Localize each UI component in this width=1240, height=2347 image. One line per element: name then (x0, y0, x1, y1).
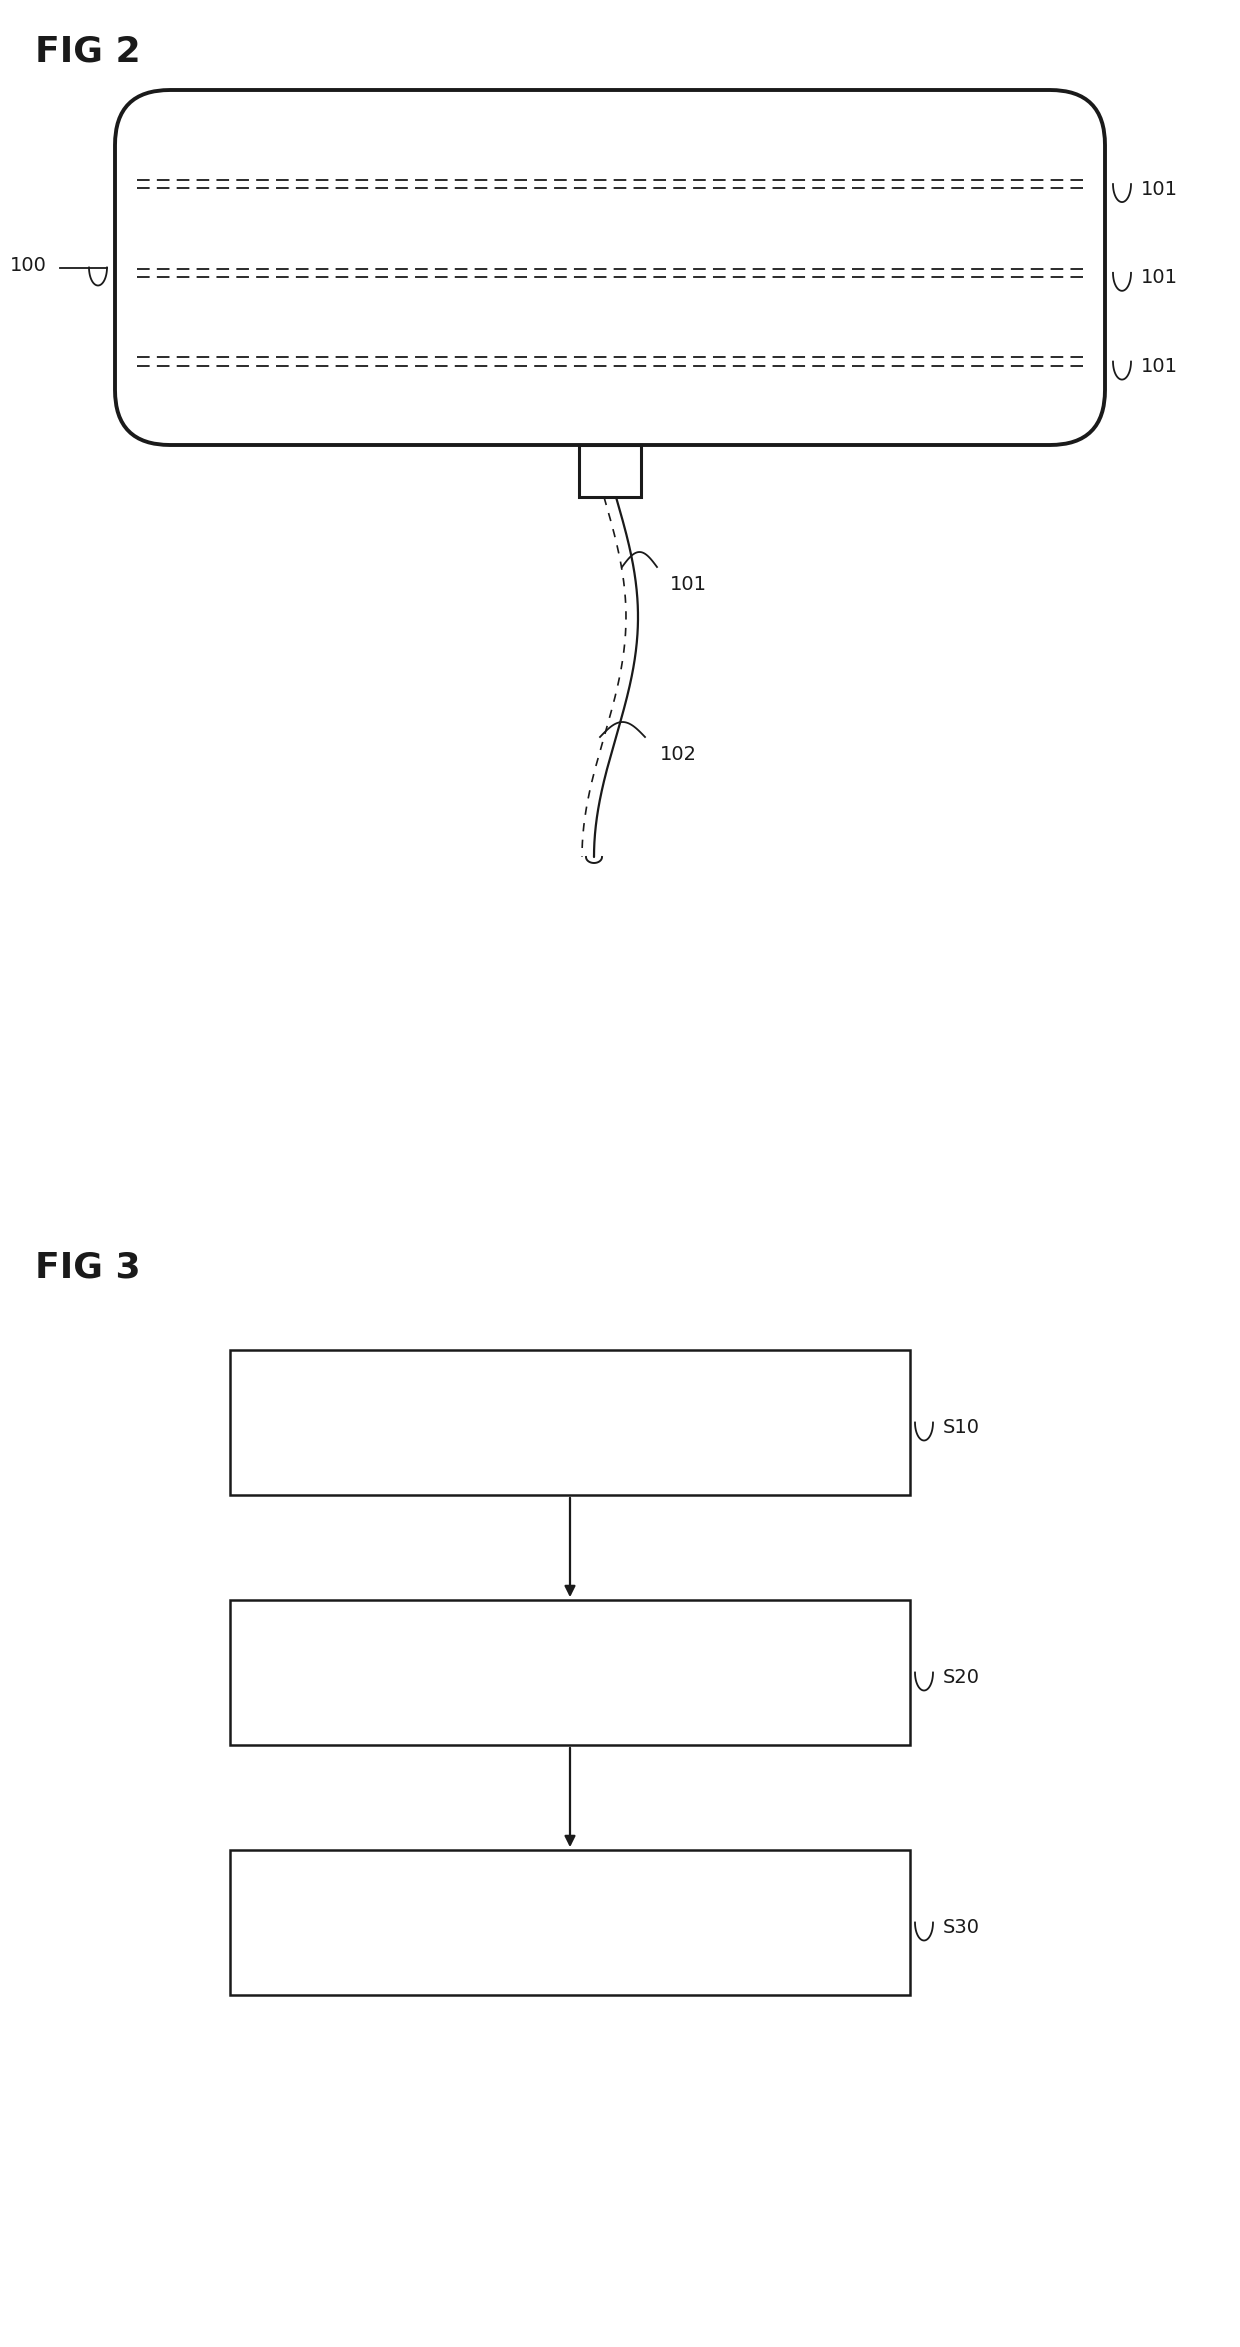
Text: 102: 102 (660, 744, 697, 765)
Bar (579, 446, 641, 498)
FancyBboxPatch shape (115, 89, 1105, 446)
Text: S10: S10 (942, 1418, 980, 1436)
Text: 101: 101 (1141, 268, 1178, 286)
Text: 101: 101 (1141, 181, 1178, 199)
Text: S20: S20 (942, 1669, 980, 1687)
Text: 101: 101 (670, 575, 707, 594)
Bar (229, 1849, 910, 1995)
Text: S30: S30 (942, 1917, 980, 1936)
Bar (229, 1601, 910, 1746)
Text: FIG 2: FIG 2 (35, 35, 140, 68)
Text: 100: 100 (10, 256, 47, 275)
Text: FIG 3: FIG 3 (35, 1251, 140, 1284)
Bar (229, 1350, 910, 1495)
Text: 101: 101 (1141, 357, 1178, 376)
